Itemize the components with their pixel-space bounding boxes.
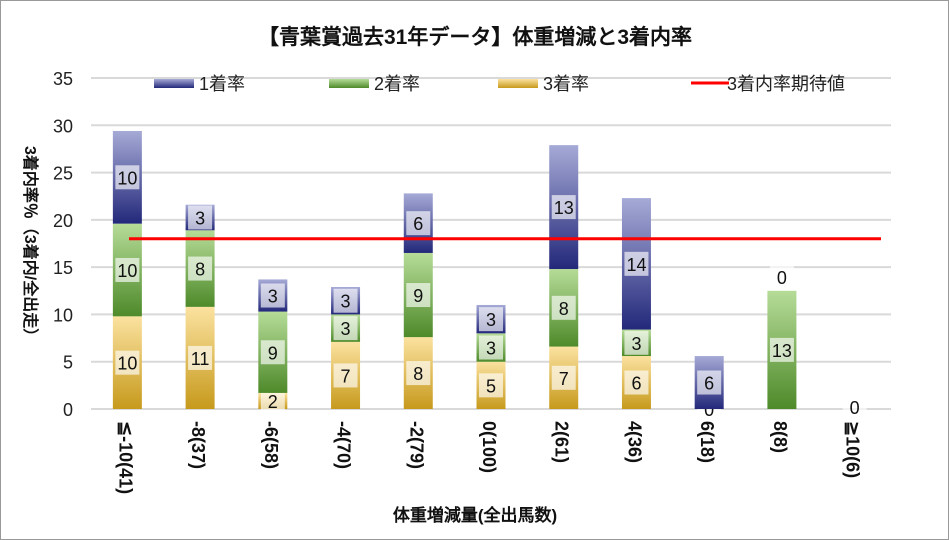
data-label: 10 [117,261,137,281]
data-label-bg [624,251,649,276]
data-label: 7 [341,366,351,386]
data-label: 3 [341,292,351,312]
y-axis-label: 3着内率％（3着内/全出走） [21,146,40,344]
data-label-bg [188,256,213,281]
data-label: 9 [268,343,278,363]
x-tick-label: -4(70) [334,421,354,469]
data-label-bg [115,257,140,282]
data-label: 9 [413,286,423,306]
data-label-bg [479,335,503,360]
data-label: 6 [704,374,714,394]
data-label: 2 [268,392,278,412]
data-label: 5 [486,376,496,396]
data-label: 8 [195,260,205,280]
y-tick-label: 20 [53,211,73,231]
data-label: 13 [554,198,574,218]
data-label: 3 [486,310,496,330]
data-label: 11 [191,349,210,369]
legend-swatch [154,79,194,88]
data-label: 3 [631,334,641,354]
data-label-bg [697,370,722,395]
x-tick-label: 8(8) [770,421,790,453]
data-label: 0 [850,398,860,418]
x-tick-label: 0(100) [479,421,499,473]
legend-label: 3着率 [543,74,589,94]
x-tick-label: -2(79) [406,421,426,469]
data-label-bg [333,316,358,341]
data-label-bg [551,295,576,320]
data-label-bg [188,345,213,370]
data-label-bg [842,395,867,419]
data-label-bg [406,361,431,386]
x-tick-label: ≧10(6) [843,421,863,478]
y-tick-label: 25 [53,164,73,184]
x-tick-label: -6(58) [261,421,281,469]
data-label-bg [333,288,358,313]
x-axis-label: 体重増減量(全出馬数) [393,505,557,525]
y-tick-label: 5 [63,353,73,373]
data-label: 3 [268,287,278,307]
y-tick-label: 15 [53,258,73,278]
data-label-bg [115,350,140,375]
data-label: 0 [777,268,787,288]
data-label: 8 [559,299,569,319]
x-tick-label: 2(61) [552,421,572,463]
legend-swatch [329,79,369,88]
data-label-bg [624,330,649,355]
data-label-bg [551,195,576,220]
data-label: 8 [413,364,423,384]
y-tick-label: 0 [63,400,73,420]
data-label-bg [260,283,285,308]
y-tick-label: 30 [53,116,73,136]
legend-label: 1着率 [199,74,245,94]
legend-label: 2着率 [374,74,420,94]
x-tick-label: 6(18) [697,421,717,463]
data-label-bg [769,337,794,362]
data-label-bg [479,373,503,398]
data-label-bg [115,165,140,190]
x-tick-label: ≦-10(41) [115,421,135,494]
data-label-bg [479,307,503,332]
data-label: 7 [559,369,569,389]
legend-swatch [498,79,538,88]
chart-title: 【青葉賞過去31年データ】体重増減と3着内率 [258,25,692,49]
data-label: 10 [117,168,137,188]
data-label: 3 [195,208,205,228]
data-label-bg [406,283,431,308]
data-label: 13 [772,341,792,361]
data-label: 14 [626,255,646,275]
y-tick-label: 10 [53,305,73,325]
data-label: 3 [486,339,496,359]
data-label: 6 [413,214,423,234]
x-tick-label: 4(36) [624,421,644,463]
data-label-bg [406,211,431,236]
data-label-bg [260,340,285,365]
data-label-bg [769,264,794,289]
x-tick-label: -8(37) [188,421,208,469]
data-label-bg [333,363,358,388]
data-label: 6 [631,374,641,394]
y-tick-label: 35 [53,69,73,89]
data-label-bg [188,205,213,230]
data-label: 3 [341,319,351,339]
data-label-bg [260,388,285,413]
data-label-bg [624,370,649,395]
data-label: 10 [117,354,137,374]
data-label: 0 [704,400,714,420]
data-label-bg [551,365,576,390]
legend-label: 3着内率期待値 [727,74,845,94]
